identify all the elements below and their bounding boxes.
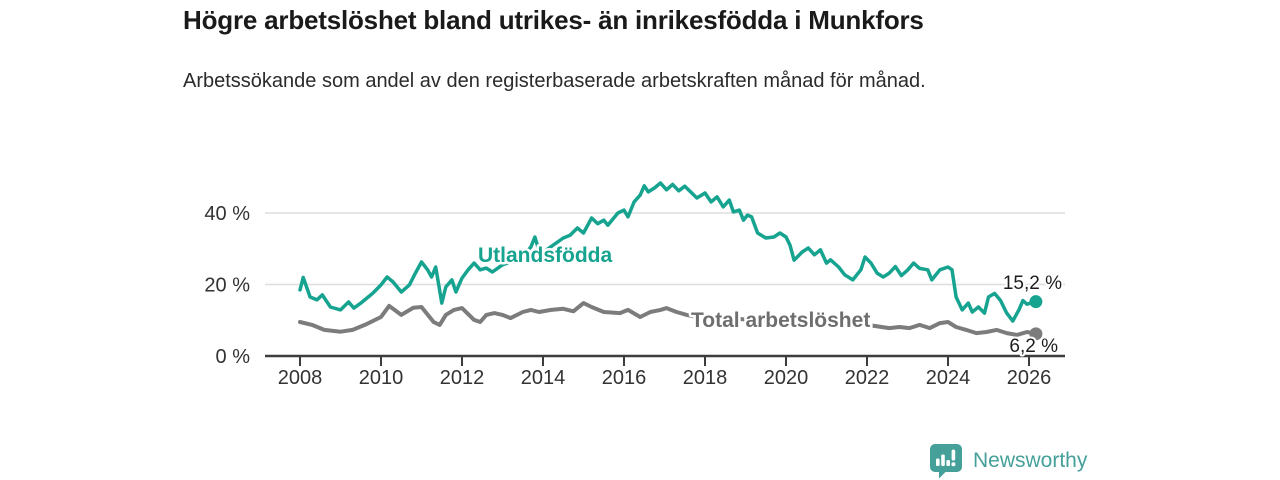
series-line-total-arbetsloshet: [298, 301, 1038, 337]
series-line-utlandsfodda: [298, 181, 1038, 323]
x-tick-label: 2018: [683, 367, 728, 389]
chart-subtitle: Arbetssökande som andel av den registerb…: [183, 70, 926, 92]
x-tick-label: 2012: [440, 367, 485, 389]
brand-name: Newsworthy: [973, 448, 1088, 472]
x-tick-label: 2010: [359, 367, 404, 389]
end-value-label-utlandsfodda: 15,2 %: [1003, 273, 1062, 294]
x-tick-label: 2024: [926, 367, 971, 389]
x-tick-label: 2020: [764, 367, 809, 389]
end-value-label-total-arbetsloshet: 6,2 %: [1009, 336, 1058, 357]
end-dot-utlandsfodda: [1029, 295, 1043, 309]
x-tick-label: 2014: [521, 367, 566, 389]
x-tick-label: 2022: [845, 367, 890, 389]
series-label-utlandsfodda: Utlandsfödda: [478, 244, 612, 267]
y-tick-label: 0 %: [216, 346, 251, 368]
x-tick-label: 2016: [602, 367, 647, 389]
bar-chart-speech-bubble-icon: [930, 444, 962, 479]
y-tick-label: 20 %: [204, 275, 250, 297]
x-tick-label: 2008: [278, 367, 323, 389]
end-dot-total-arbetsloshet: [1029, 327, 1043, 341]
series-label-total-arbetsloshet: Total arbetslöshet: [691, 309, 870, 332]
y-tick-label: 40 %: [204, 203, 250, 225]
page-title: Högre arbetslöshet bland utrikes- än inr…: [183, 5, 924, 35]
newsworthy-logo: Newsworthy: [928, 442, 1087, 479]
x-tick-label: 2026: [1007, 367, 1052, 389]
